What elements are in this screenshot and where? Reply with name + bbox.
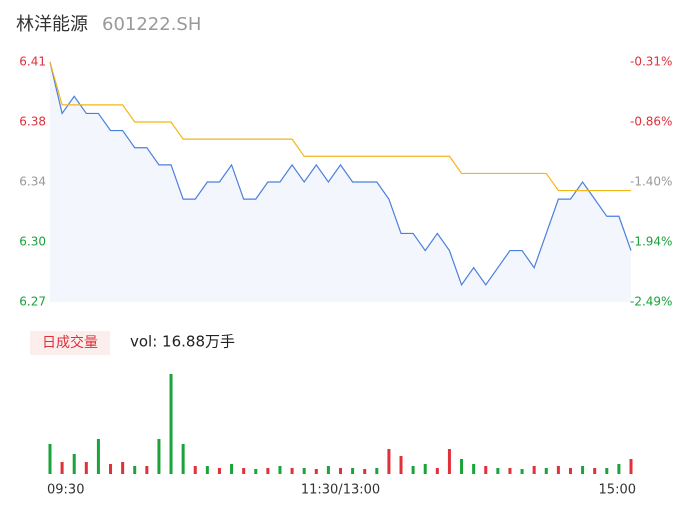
volume-bar [532,466,536,474]
volume-bar [629,459,633,474]
volume-bar [605,468,609,474]
volume-bar [278,466,282,474]
y2-tick-label: -0.86% [630,115,672,129]
y-tick-label: 6.30 [19,235,46,249]
stock-name: 林洋能源 [16,14,88,35]
volume-bar [181,444,185,474]
price-line [49,61,632,287]
volume-bar [109,464,113,474]
volume-bar [411,466,415,474]
volume-bar [351,468,355,474]
volume-badge [30,331,110,355]
volume-bar [472,464,476,474]
volume-bar [460,459,464,474]
volume-bar [290,468,294,474]
volume-bar [568,468,572,474]
volume-bar [302,468,306,474]
volume-bar [133,466,137,474]
volume-bar [96,439,100,474]
volume-bar [326,466,330,474]
volume-bar [435,468,439,474]
volume-bar [581,466,585,474]
volume-bar [266,468,270,474]
average-line [49,61,631,192]
volume-bar [205,466,209,474]
volume-bar [375,468,379,474]
x-tick-label: 09:30 [47,483,84,498]
volume-bar [157,439,161,474]
volume-bar [254,469,258,474]
y-tick-label: 6.34 [19,175,46,189]
volume-bar [423,464,427,474]
volume-bar [60,462,64,474]
volume-total: vol: 16.88万手 [130,333,235,351]
volume-bar [217,468,221,474]
volume-title: 日成交量 [42,334,98,351]
price-area [50,62,631,302]
y-tick-label: 6.27 [19,295,46,309]
y-tick-label: 6.38 [19,115,46,129]
volume-bar [242,468,246,474]
volume-bar [617,464,621,474]
x-tick-label: 11:30/13:00 [301,483,380,498]
volume-bar [314,469,318,474]
x-tick-label: 15:00 [599,483,636,498]
volume-bar [556,466,560,474]
y2-tick-label: -2.49% [630,295,672,309]
volume-bar [363,469,367,474]
y2-tick-label: -0.31% [630,55,672,69]
volume-bar [169,374,173,474]
volume-bar [593,468,597,474]
volume-bar [399,456,403,474]
y-tick-label: 6.41 [19,55,46,69]
volume-bar [544,468,548,474]
stock-code: 601222.SH [102,14,201,35]
volume-bar [447,449,451,474]
volume-bar [496,468,500,474]
volume-bar [484,466,488,474]
volume-bar [508,468,512,474]
volume-bar [339,468,342,474]
volume-bar [230,464,234,474]
volume-bar [387,449,391,474]
volume-bar [520,469,524,474]
volume-bar [193,466,197,474]
y2-tick-label: -1.40% [630,175,672,189]
volume-bar [84,462,88,474]
y2-tick-label: -1.94% [630,235,672,249]
volume-bar [72,454,76,474]
volume-bar [121,462,125,474]
volume-bar [145,466,149,474]
volume-bar [48,444,52,474]
